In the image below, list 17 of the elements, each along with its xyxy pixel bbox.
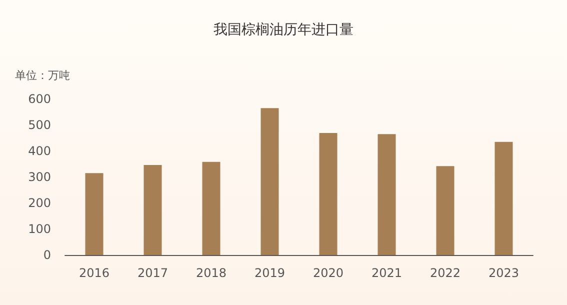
y-tick-label: 300 bbox=[28, 170, 51, 184]
y-tick-label: 600 bbox=[28, 92, 51, 106]
y-tick-label: 500 bbox=[28, 118, 51, 132]
x-tick-label: 2016 bbox=[78, 266, 110, 280]
x-tick-label: 2017 bbox=[137, 266, 168, 280]
x-tick-label: 2018 bbox=[196, 266, 227, 280]
x-tick-label: 2023 bbox=[488, 266, 520, 280]
x-tick-label: 2022 bbox=[430, 266, 461, 280]
chart-title: 我国棕榈油历年进口量 bbox=[214, 22, 354, 38]
y-axis-title: 单位：万吨 bbox=[15, 69, 70, 82]
y-tick-label: 0 bbox=[43, 248, 51, 262]
x-tick-label: 2019 bbox=[254, 266, 286, 280]
y-tick-label: 400 bbox=[28, 144, 51, 158]
x-tick-label: 2020 bbox=[312, 266, 344, 280]
x-tick-label: 2021 bbox=[371, 266, 402, 280]
y-tick-label: 200 bbox=[28, 196, 51, 210]
y-tick-label: 100 bbox=[28, 222, 51, 236]
